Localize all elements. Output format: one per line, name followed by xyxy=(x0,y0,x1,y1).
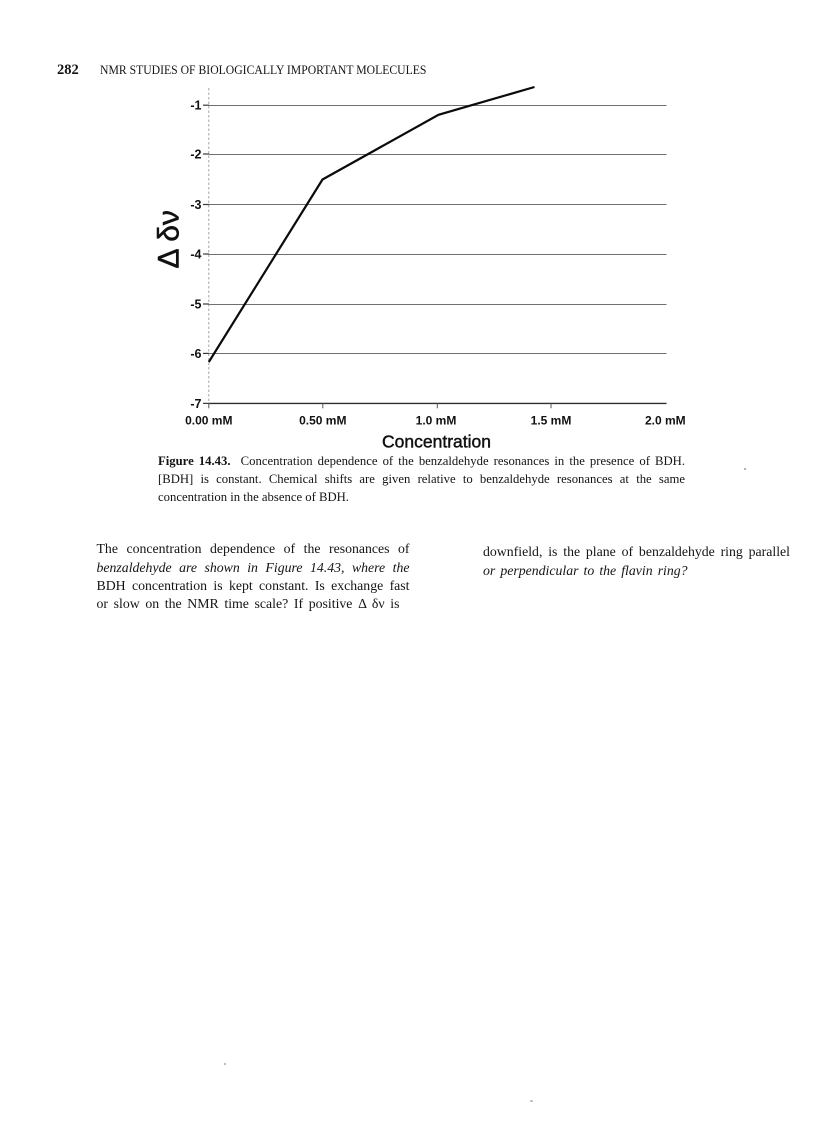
svg-text:0.00 mM: 0.00 mM xyxy=(185,414,232,428)
svg-text:Δ δν: Δ δν xyxy=(153,210,186,268)
svg-text:-1: -1 xyxy=(190,99,201,113)
svg-text:0.50 mM: 0.50 mM xyxy=(299,414,346,428)
svg-text:-3: -3 xyxy=(190,198,201,212)
svg-text:1.0 mM: 1.0 mM xyxy=(416,414,457,428)
svg-text:1.5 mM: 1.5 mM xyxy=(531,414,572,428)
svg-text:2.0 mM: 2.0 mM xyxy=(645,414,686,428)
svg-text:-6: -6 xyxy=(190,347,201,361)
svg-text:-2: -2 xyxy=(190,147,201,161)
svg-text:Concentration: Concentration xyxy=(382,432,491,452)
svg-text:-7: -7 xyxy=(190,397,201,411)
svg-text:-4: -4 xyxy=(190,247,201,261)
svg-text:-5: -5 xyxy=(190,297,201,311)
